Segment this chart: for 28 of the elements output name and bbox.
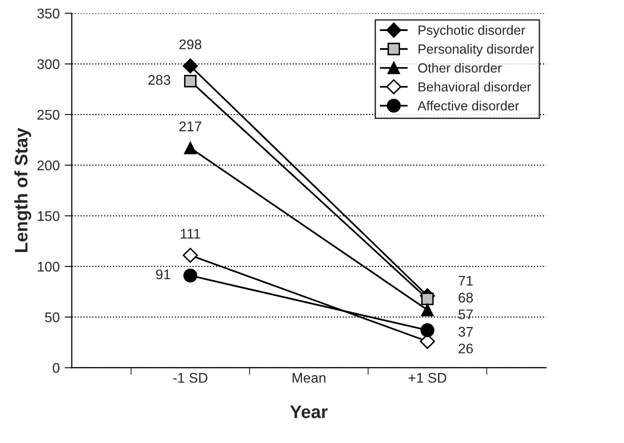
legend-label: Affective disorder: [418, 100, 520, 110]
y-tick-label: 250: [37, 110, 60, 120]
data-label: 217: [179, 121, 202, 132]
x-tick-label: Mean: [292, 373, 326, 383]
y-tick-label: 0: [52, 363, 60, 373]
data-label: 298: [179, 39, 202, 50]
legend-label: Behavioral disorder: [418, 82, 531, 92]
y-tick-label: 200: [37, 160, 60, 170]
legend-label: Personality disorder: [418, 44, 534, 56]
legend-label: Psychotic disorder: [418, 25, 526, 38]
y-tick-label: 50: [45, 312, 60, 322]
y-tick-label: 150: [38, 211, 60, 221]
data-label: 68: [458, 292, 473, 303]
x-tick-label: +1 SD: [408, 372, 446, 383]
data-label: 91: [156, 269, 170, 280]
data-label: 37: [458, 326, 473, 337]
data-label: 26: [458, 344, 473, 354]
y-tick-label: 350: [37, 8, 60, 18]
y-tick-label: 100: [38, 262, 60, 272]
x-tick-label: -1 SD: [173, 372, 208, 383]
data-label: 57: [458, 310, 473, 320]
y-tick-label: 300: [37, 59, 60, 70]
y-axis-title: Length of Stay: [14, 128, 32, 252]
data-label: 71: [458, 276, 473, 286]
data-label: 283: [148, 75, 170, 85]
data-label: 111: [180, 228, 200, 239]
legend-label: Other disorder: [418, 62, 502, 73]
x-axis-title: Year: [290, 406, 328, 418]
